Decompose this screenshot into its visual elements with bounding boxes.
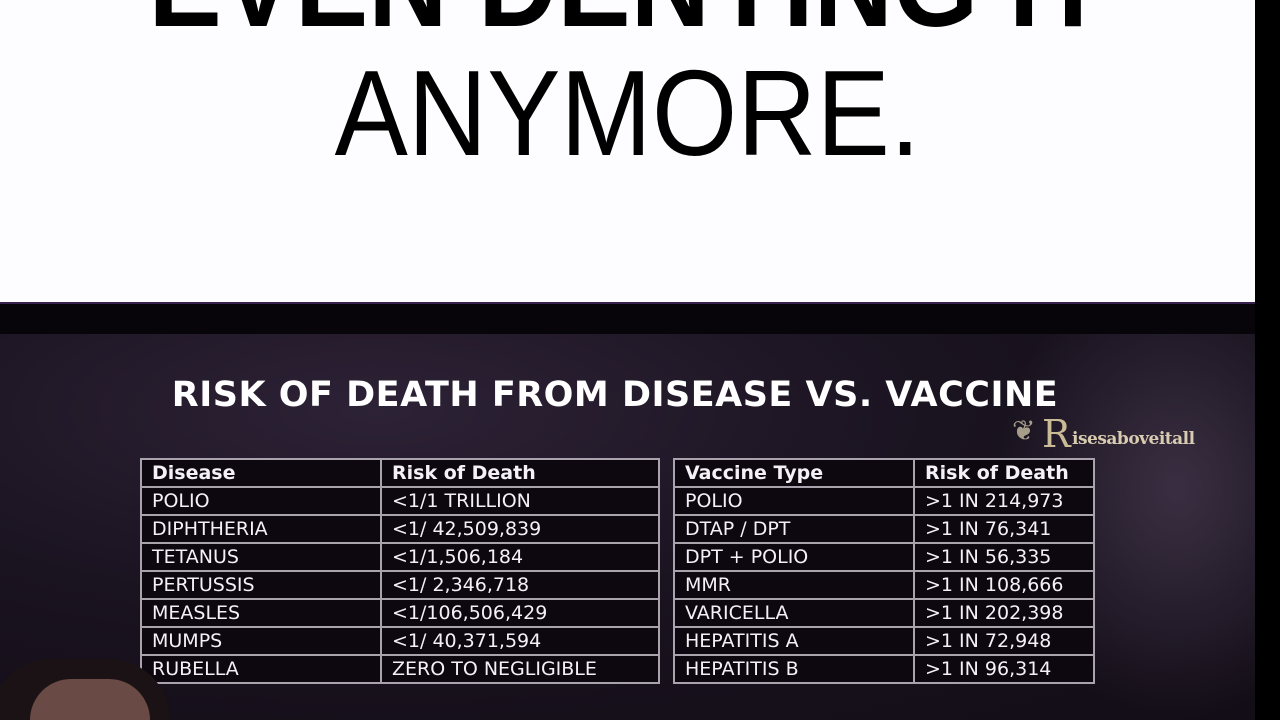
name-cell: PERTUSSIS bbox=[140, 570, 382, 600]
watermark-initial: R bbox=[1042, 412, 1071, 456]
right-black-bar bbox=[1255, 0, 1280, 720]
disease-risk-table: Disease Risk of Death POLIO <1/1 TRILLION DI… bbox=[140, 458, 660, 684]
name-cell: RUBELLA bbox=[140, 654, 382, 684]
vaccine-risk-table: Vaccine Type Risk of Death POLIO >1 IN 214,… bbox=[673, 458, 1095, 684]
name-cell: MEASLES bbox=[140, 598, 382, 628]
risk-cell: <1/1,506,184 bbox=[380, 542, 660, 572]
table-row: DIPHTHERIA <1/ 42,509,839 bbox=[140, 514, 660, 544]
name-cell: HEPATITIS A bbox=[673, 626, 915, 656]
table-row: HEPATITIS A >1 IN 72,948 bbox=[673, 626, 1095, 656]
name-cell: POLIO bbox=[140, 486, 382, 516]
watermark-text: isesaboveitall bbox=[1072, 429, 1195, 449]
name-cell: MUMPS bbox=[140, 626, 382, 656]
column-header: Risk of Death bbox=[913, 458, 1095, 488]
risk-cell: >1 IN 214,973 bbox=[913, 486, 1095, 516]
caption-line-2: ANYMORE. bbox=[334, 45, 921, 181]
risk-cell: >1 IN 76,341 bbox=[913, 514, 1095, 544]
presenter-face bbox=[30, 679, 150, 720]
table-row: RUBELLA ZERO TO NEGLIGIBLE bbox=[140, 654, 660, 684]
caption-panel: EVEN DENYING IT ANYMORE. bbox=[0, 0, 1255, 302]
table-row: MMR >1 IN 108,666 bbox=[673, 570, 1095, 600]
name-cell: POLIO bbox=[673, 486, 915, 516]
name-cell: MMR bbox=[673, 570, 915, 600]
name-cell: VARICELLA bbox=[673, 598, 915, 628]
risk-cell: <1/ 2,346,718 bbox=[380, 570, 660, 600]
risk-cell: <1/ 42,509,839 bbox=[380, 514, 660, 544]
table-header-row: Disease Risk of Death bbox=[140, 458, 660, 488]
butterfly-icon: ❦ bbox=[1012, 414, 1036, 447]
name-cell: TETANUS bbox=[140, 542, 382, 572]
watermark-logo: ❦ R isesaboveitall bbox=[1012, 415, 1252, 453]
column-header: Vaccine Type bbox=[673, 458, 915, 488]
risk-cell: >1 IN 108,666 bbox=[913, 570, 1095, 600]
risk-cell: <1/106,506,429 bbox=[380, 598, 660, 628]
table-row: VARICELLA >1 IN 202,398 bbox=[673, 598, 1095, 628]
table-row: HEPATITIS B >1 IN 96,314 bbox=[673, 654, 1095, 684]
table-row: POLIO >1 IN 214,973 bbox=[673, 486, 1095, 516]
caption-line-1: EVEN DENYING IT bbox=[63, 0, 1193, 45]
table-row: DTAP / DPT >1 IN 76,341 bbox=[673, 514, 1095, 544]
name-cell: DPT + POLIO bbox=[673, 542, 915, 572]
table-row: DPT + POLIO >1 IN 56,335 bbox=[673, 542, 1095, 572]
risk-cell: ZERO TO NEGLIGIBLE bbox=[380, 654, 660, 684]
column-header: Risk of Death bbox=[380, 458, 660, 488]
table-row: PERTUSSIS <1/ 2,346,718 bbox=[140, 570, 660, 600]
table-header-row: Vaccine Type Risk of Death bbox=[673, 458, 1095, 488]
table-row: MEASLES <1/106,506,429 bbox=[140, 598, 660, 628]
table-row: TETANUS <1/1,506,184 bbox=[140, 542, 660, 572]
risk-cell: >1 IN 202,398 bbox=[913, 598, 1095, 628]
name-cell: HEPATITIS B bbox=[673, 654, 915, 684]
column-header: Disease bbox=[140, 458, 382, 488]
table-row: POLIO <1/1 TRILLION bbox=[140, 486, 660, 516]
risk-cell: >1 IN 72,948 bbox=[913, 626, 1095, 656]
table-row: MUMPS <1/ 40,371,594 bbox=[140, 626, 660, 656]
video-frame: RISK OF DEATH FROM DISEASE VS. VACCINE ❦… bbox=[0, 334, 1255, 720]
name-cell: DTAP / DPT bbox=[673, 514, 915, 544]
risk-cell: <1/1 TRILLION bbox=[380, 486, 660, 516]
divider-strip bbox=[0, 302, 1255, 334]
risk-cell: >1 IN 96,314 bbox=[913, 654, 1095, 684]
risk-cell: <1/ 40,371,594 bbox=[380, 626, 660, 656]
slide-title: RISK OF DEATH FROM DISEASE VS. VACCINE bbox=[171, 375, 1059, 415]
risk-cell: >1 IN 56,335 bbox=[913, 542, 1095, 572]
name-cell: DIPHTHERIA bbox=[140, 514, 382, 544]
